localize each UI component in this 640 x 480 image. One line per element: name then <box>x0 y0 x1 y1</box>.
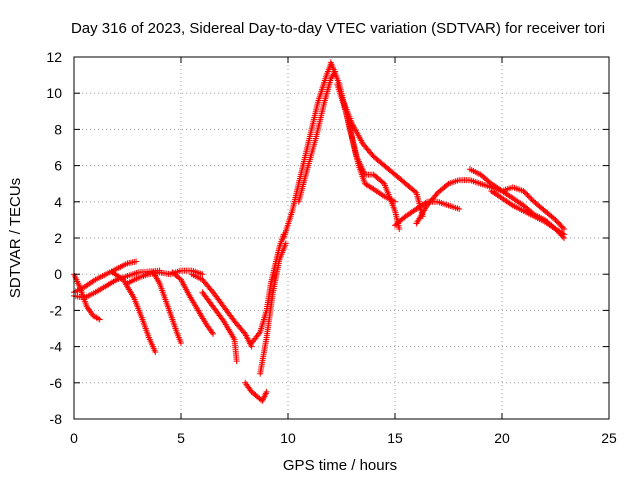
data-point <box>525 193 532 200</box>
grid <box>74 57 609 419</box>
y-tick-label: 2 <box>54 230 62 246</box>
data-point <box>178 339 184 346</box>
y-axis-title: SDTVAR / TECUs <box>7 178 24 298</box>
data-point <box>561 231 568 238</box>
chart-title: Day 316 of 2023, Sidereal Day-to-day VTE… <box>71 20 605 37</box>
data-point <box>456 206 463 213</box>
data-point <box>521 189 528 196</box>
y-tick-label: -4 <box>50 339 63 355</box>
data-point <box>392 198 398 205</box>
x-tick-label: 0 <box>70 430 78 446</box>
axis-ticks: 0 5 10 15 20 25 -8 -6 -4 -2 0 2 4 6 8 10 12 <box>46 49 617 446</box>
series-track-17 <box>340 99 426 220</box>
data-point <box>282 240 289 247</box>
series-track-10 <box>242 379 270 404</box>
y-tick-label: -6 <box>50 375 63 391</box>
data-point <box>369 152 376 159</box>
series-track-7 <box>169 269 217 337</box>
y-tick-label: 4 <box>54 194 62 210</box>
series-track-13 <box>280 61 334 241</box>
x-tick-label: 10 <box>280 430 296 446</box>
series-track-14 <box>295 68 339 205</box>
y-tick-label: -2 <box>50 302 63 318</box>
series-track-8 <box>188 271 255 350</box>
data-point <box>233 358 240 365</box>
data-point <box>263 388 270 395</box>
series-track-6 <box>150 269 184 346</box>
y-tick-label: 12 <box>46 49 62 65</box>
data-point <box>210 330 217 337</box>
data-point <box>527 194 534 201</box>
data-point <box>520 187 527 194</box>
x-tick-label: 15 <box>387 430 403 446</box>
data-point <box>152 349 159 356</box>
data-point <box>444 181 451 188</box>
y-tick-label: 6 <box>54 158 62 174</box>
data-point <box>524 192 531 199</box>
x-tick-label: 20 <box>494 430 510 446</box>
series-track-12 <box>257 240 289 377</box>
data-point <box>528 196 535 203</box>
data-point <box>559 230 566 237</box>
x-tick-label: 5 <box>177 430 185 446</box>
data-point <box>559 224 566 231</box>
data-point <box>219 316 226 323</box>
x-tick-label: 25 <box>601 430 617 446</box>
y-tick-label: 0 <box>54 266 62 282</box>
series-track-21 <box>488 187 568 238</box>
series-track-20 <box>466 166 568 232</box>
data-point <box>433 191 440 198</box>
data-point <box>199 271 206 278</box>
data-point <box>133 258 140 265</box>
y-tick-label: 10 <box>46 85 62 101</box>
data-point <box>561 225 568 232</box>
data-point <box>523 190 530 197</box>
data-point <box>96 316 103 323</box>
data-point <box>396 225 403 232</box>
y-tick-label: -8 <box>50 411 63 427</box>
x-axis-title: GPS time / hours <box>283 457 397 474</box>
data-points <box>71 59 568 404</box>
y-tick-label: 8 <box>54 121 62 137</box>
series-track-9 <box>199 289 240 365</box>
